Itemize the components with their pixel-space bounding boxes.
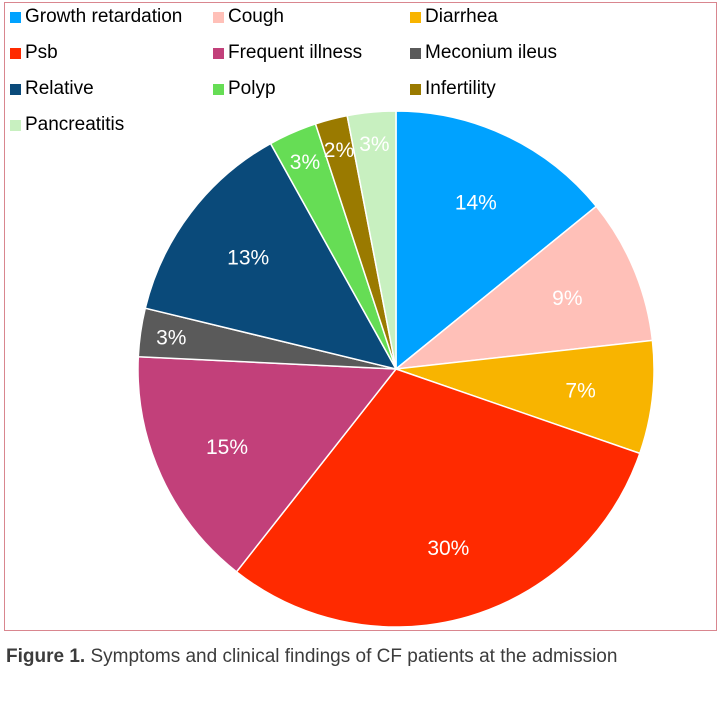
pie-slice-pancreatitis [346, 110, 397, 370]
pie-slice-diarrhea [395, 339, 655, 455]
legend-item-infertility: Infertility [410, 76, 496, 102]
legend-swatch [10, 83, 21, 95]
legend-item-relative: Relative [10, 76, 94, 102]
legend-label: Relative [25, 78, 94, 99]
slice-data-label: 2% [324, 139, 354, 162]
slice-data-label: 15% [206, 436, 248, 459]
legend-item-diarrhea: Diarrhea [410, 4, 498, 30]
slice-data-label: 14% [455, 191, 497, 214]
legend-item-growth-retardation: Growth retardation [10, 4, 182, 30]
pie-chart: 14%9%7%30%15%3%13%3%2% 3% [137, 110, 655, 628]
pie-slice-frequent-illness [137, 355, 398, 573]
legend-swatch [213, 83, 224, 95]
legend-label: Frequent illness [228, 42, 363, 63]
legend-swatch [213, 11, 224, 23]
legend-swatch [10, 11, 21, 23]
figure-caption: Figure 1. Symptoms and clinical findings… [6, 644, 718, 669]
legend-swatch [10, 119, 21, 131]
legend-label: Psb [25, 42, 58, 63]
legend-label: Diarrhea [425, 6, 498, 27]
pie-slice-growth-retardation [395, 110, 598, 371]
legend-swatch [10, 47, 21, 59]
legend-item-polyp: Polyp [213, 76, 276, 102]
legend-item-cough: Cough [213, 4, 284, 30]
slice-data-label: 13% [227, 247, 269, 270]
legend-label: Growth retardation [25, 6, 183, 27]
slice-data-label: 3% [290, 151, 320, 174]
legend-item-pancreatitis: Pancreatitis [10, 112, 124, 138]
legend-label: Polyp [228, 78, 276, 99]
slice-data-label: 9% [552, 287, 582, 310]
caption-label: Figure 1. [6, 646, 86, 667]
pie-slice-cough [393, 205, 654, 371]
slice-data-label: 7% [565, 380, 595, 403]
pie-slice-relative [144, 142, 398, 371]
legend-label: Pancreatitis [25, 114, 125, 135]
slice-data-label: 30% [427, 537, 469, 560]
legend-label: Infertility [425, 78, 496, 99]
pie-slice-psb [235, 368, 641, 628]
legend-swatch [410, 83, 421, 95]
legend-swatch [410, 47, 421, 59]
legend-swatch [410, 11, 421, 23]
legend-label: Meconium ileus [425, 42, 557, 63]
slice-data-label: 3% [156, 327, 186, 350]
legend-item-meconium-ileus: Meconium ileus [410, 40, 557, 66]
legend-item-frequent-illness: Frequent illness [213, 40, 362, 66]
legend-item-psb: Psb [10, 40, 58, 66]
chart-legend: Growth retardation Cough Diarrhea Psb Freque… [10, 4, 710, 144]
slice-data-label: 3% [359, 133, 389, 156]
legend-label: Cough [228, 6, 284, 27]
figure-frame [4, 2, 717, 631]
legend-swatch [213, 47, 224, 59]
caption-text: Symptoms and clinical findings of CF pat… [90, 646, 618, 667]
